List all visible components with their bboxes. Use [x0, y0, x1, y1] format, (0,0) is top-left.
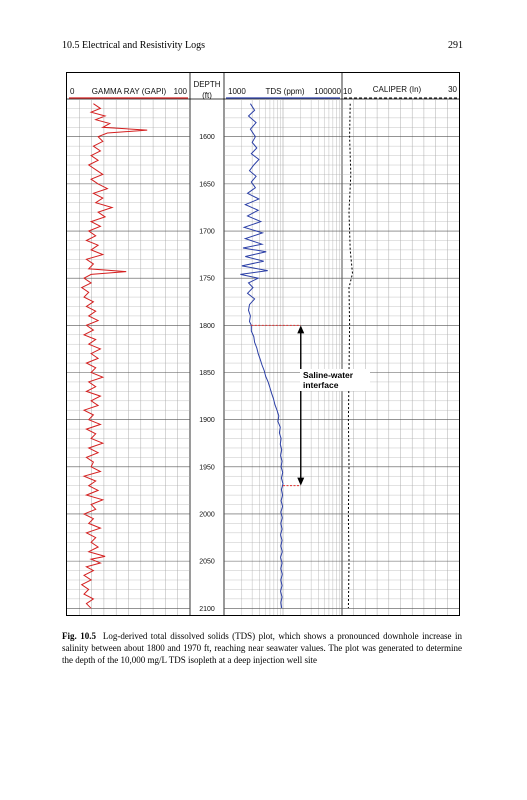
tds-title: TDS (ppm): [265, 87, 304, 96]
depth-tick-label: 1750: [199, 276, 215, 283]
page-number: 291: [448, 40, 463, 51]
annotation-line1: Saline-water: [303, 370, 354, 380]
depth-title-line1: DEPTH: [193, 80, 220, 89]
caption-label: Fig. 10.5: [62, 631, 96, 641]
depth-tick-label: 1800: [199, 323, 215, 330]
caption-text: Log-derived total dissolved solids (TDS)…: [62, 631, 463, 666]
gamma-title: GAMMA RAY (GAPI): [92, 87, 167, 96]
grid-layer: [67, 73, 459, 615]
depth-tick-label: 1950: [199, 464, 215, 471]
interface-arrow-head-down: [297, 477, 305, 486]
tds-min-label: 1000: [228, 87, 246, 96]
depth-tick-label: 2100: [199, 606, 215, 613]
well-log-figure: 0 GAMMA RAY (GAPI) 100 DEPTH (ft) 1000 T…: [66, 72, 460, 616]
well-log-chart: 0 GAMMA RAY (GAPI) 100 DEPTH (ft) 1000 T…: [67, 73, 459, 615]
depth-tick-labels: 1600 1650 1700 1750 1800 1850 1900 1950 2000 2050…: [199, 134, 215, 613]
caliper-title: CALIPER (In): [373, 85, 422, 94]
gamma-min-label: 0: [70, 87, 75, 96]
caliper-curve: [347, 103, 354, 609]
depth-title-line2: (ft): [202, 91, 212, 100]
annotation-line2: interface: [303, 380, 339, 390]
depth-tick-label: 2050: [199, 559, 215, 566]
tds-max-label: 100000: [314, 87, 341, 96]
depth-tick-label: 1600: [199, 134, 215, 141]
tds-curve: [240, 103, 284, 609]
depth-tick-label: 1650: [199, 181, 215, 188]
running-head-section: 10.5 Electrical and Resistivity Logs: [62, 40, 206, 51]
depth-tick-label: 1850: [199, 370, 215, 377]
depth-tick-label: 2000: [199, 511, 215, 518]
gamma-ray-curve: [80, 103, 148, 609]
depth-tick-label: 1700: [199, 229, 215, 236]
curve-layer: [80, 103, 354, 609]
gamma-max-label: 100: [174, 87, 188, 96]
figure-caption: Fig. 10.5 Log-derived total dissolved so…: [62, 630, 462, 667]
annotation-layer: [251, 324, 370, 487]
annotation-label-background: [300, 369, 370, 391]
interface-arrow-head-up: [297, 325, 305, 334]
depth-tick-label: 1900: [199, 417, 215, 424]
caliper-min-label: 10: [343, 87, 352, 96]
caliper-max-label: 30: [448, 85, 457, 94]
